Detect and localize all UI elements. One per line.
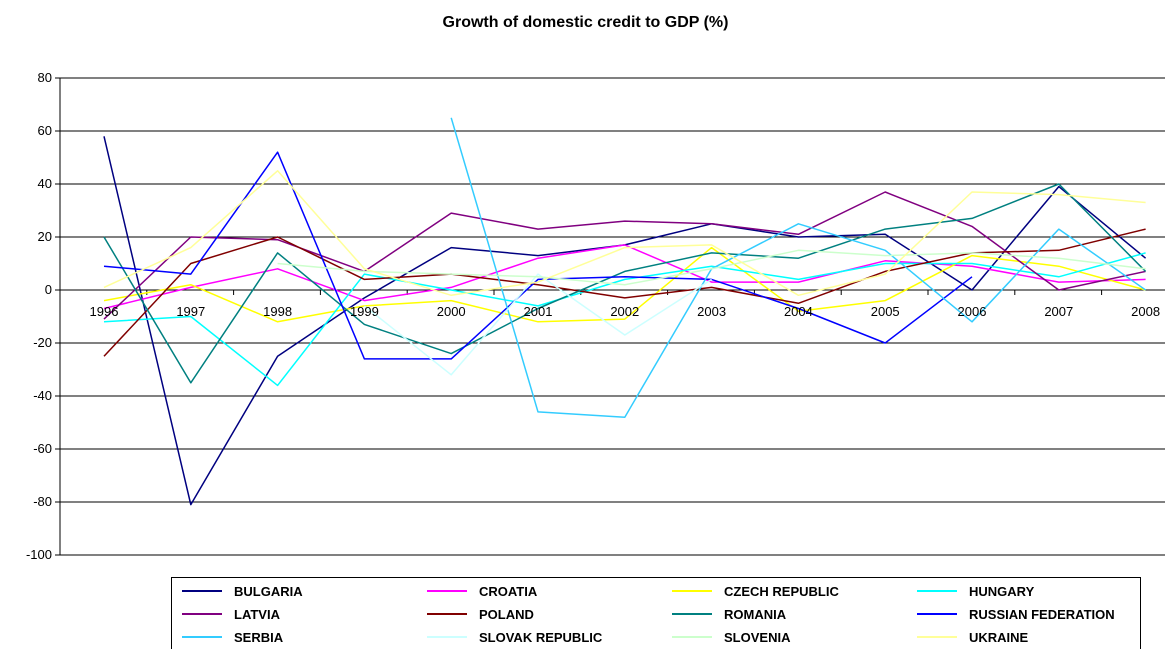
y-tick-label: 40 [38, 176, 52, 191]
legend-label: BULGARIA [234, 583, 303, 599]
y-tick-label: 0 [45, 282, 52, 297]
x-tick-label: 2008 [1131, 304, 1160, 319]
legend-item: SLOVENIA [672, 626, 790, 648]
legend-label: SLOVAK REPUBLIC [479, 629, 603, 645]
legend-item: POLAND [427, 603, 534, 625]
legend-label: HUNGARY [969, 583, 1035, 599]
y-tick-label: 20 [38, 229, 52, 244]
legend-swatch [917, 636, 957, 638]
legend-swatch [672, 590, 712, 592]
legend-swatch [182, 636, 222, 638]
series-line-serbia [450, 117, 1147, 418]
legend-swatch [672, 613, 712, 615]
x-tick-label: 2000 [437, 304, 466, 319]
legend-label: CROATIA [479, 583, 538, 599]
series-line-romania [103, 183, 1147, 384]
series-line-latvia [103, 191, 1146, 320]
legend-swatch [182, 590, 222, 592]
y-tick-label: -100 [26, 547, 52, 562]
legend-item: BULGARIA [182, 580, 303, 602]
series-line-hungary [103, 252, 1146, 387]
legend-label: POLAND [479, 606, 534, 622]
legend-item: LATVIA [182, 603, 280, 625]
x-tick-label: 2002 [610, 304, 639, 319]
x-tick-label: 2006 [958, 304, 987, 319]
legend-item: UKRAINE [917, 626, 1028, 648]
x-tick-labels: 1996 1997 1998 1999 2000 2001 2002 2003 2004 2005… [90, 304, 1161, 319]
x-tick-label: 2007 [1044, 304, 1073, 319]
legend-swatch [427, 590, 467, 592]
series-line-ukraine [103, 170, 1146, 297]
legend-swatch [917, 613, 957, 615]
legend-item: ROMANIA [672, 603, 786, 625]
y-tick-labels: 80 60 40 20 0 -20 -40 -60 -80 -100 [26, 70, 52, 562]
legend-label: UKRAINE [969, 629, 1029, 645]
legend-label: CZECH REPUBLIC [724, 583, 839, 599]
legend-item: SLOVAK REPUBLIC [427, 626, 602, 648]
series-line-czech-republic [103, 246, 1146, 323]
legend-item: RUSSIAN FEDERATION [917, 603, 1115, 625]
series-line-slovenia [277, 249, 1146, 286]
legend-label: SERBIA [234, 629, 284, 645]
x-tick-label: 2004 [784, 304, 813, 319]
legend: BULGARIA CROATIA CZECH REPUBLIC HUNGARY LATV… [171, 577, 1141, 649]
x-tick-label: 1998 [263, 304, 292, 319]
x-tick-label: 1997 [176, 304, 205, 319]
legend-label: SLOVENIA [724, 629, 791, 645]
legend-label: RUSSIAN FEDERATION [969, 606, 1115, 622]
x-tick-label: 2005 [871, 304, 900, 319]
x-tick-label: 1996 [90, 304, 119, 319]
y-tick-label: -80 [33, 494, 52, 509]
legend-swatch [182, 613, 222, 615]
y-tick-label: -20 [33, 335, 52, 350]
series-line-croatia [103, 244, 1146, 310]
x-tick-label: 2003 [697, 304, 726, 319]
series-line-slovak-republic [363, 273, 713, 376]
legend-item: CZECH REPUBLIC [672, 580, 839, 602]
x-tick-label: 2001 [524, 304, 553, 319]
legend-swatch [917, 590, 957, 592]
series-lines [103, 117, 1147, 506]
y-tick-label: 80 [38, 70, 52, 85]
legend-swatch [427, 613, 467, 615]
chart-title: Growth of domestic credit to GDP (%) [442, 14, 729, 31]
y-tick-label: -60 [33, 441, 52, 456]
legend-label: LATVIA [234, 606, 280, 622]
legend-item: HUNGARY [917, 580, 1034, 602]
y-tick-label: 60 [38, 123, 52, 138]
legend-item: SERBIA [182, 626, 283, 648]
axes [55, 77, 1165, 556]
legend-label: ROMANIA [724, 606, 787, 622]
legend-swatch [427, 636, 467, 638]
y-tick-label: -40 [33, 388, 52, 403]
legend-swatch [672, 636, 712, 638]
legend-item: CROATIA [427, 580, 537, 602]
series-line-russian-federation [103, 151, 973, 360]
x-tick-label: 1999 [350, 304, 379, 319]
